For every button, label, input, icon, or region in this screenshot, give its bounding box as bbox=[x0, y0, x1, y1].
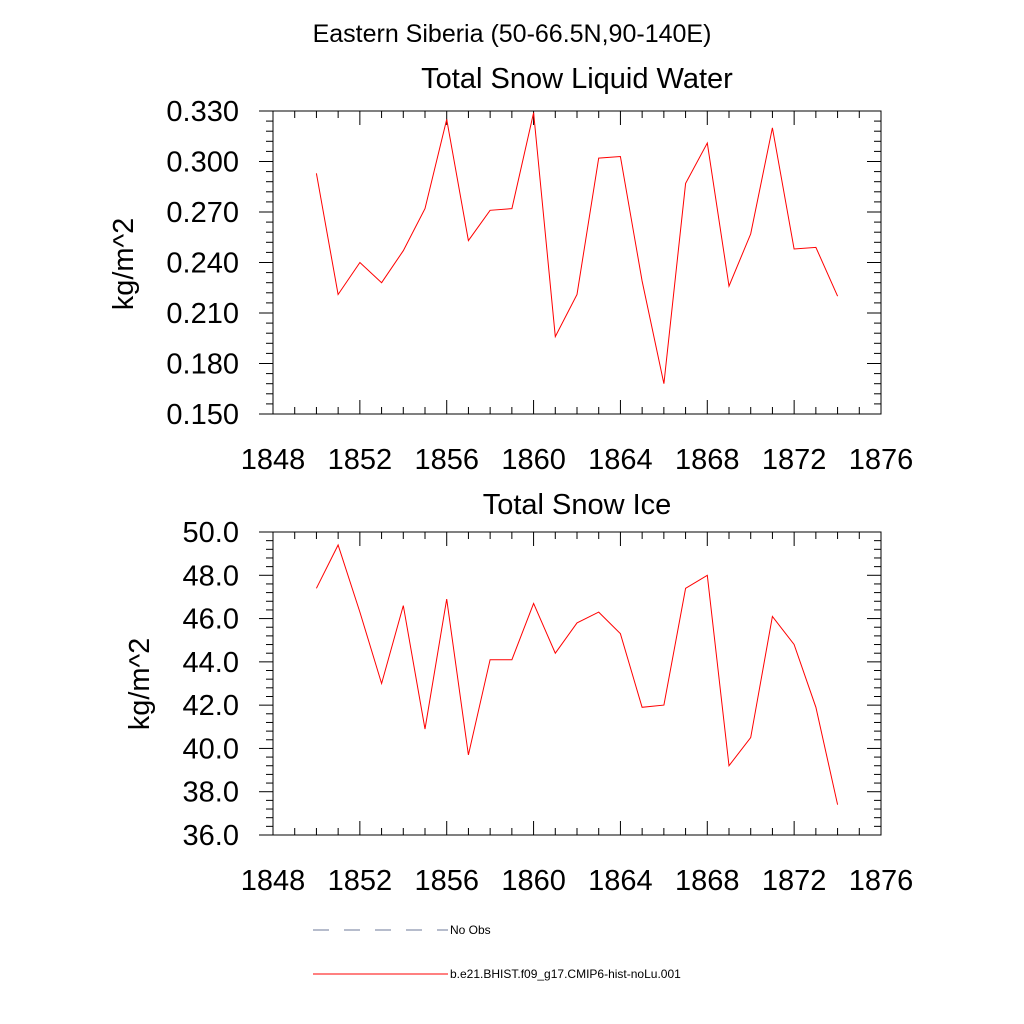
snow-ice-series-line bbox=[315, 543, 839, 805]
snow-liquid-water-series bbox=[315, 112, 839, 384]
figure-title: Eastern Siberia (50-66.5N,90-140E) bbox=[313, 20, 712, 48]
snow-ice-y-tick-label: 50.0 bbox=[183, 517, 239, 549]
snow-ice-y-tick-label: 48.0 bbox=[183, 560, 239, 592]
snow-liquid-water-y-tick-label: 0.150 bbox=[166, 399, 239, 431]
snow-liquid-water-y-tick-label: 0.240 bbox=[166, 248, 239, 280]
snow-ice-y-tick-label: 40.0 bbox=[183, 733, 239, 765]
snow-ice-x-tick-label: 1876 bbox=[849, 865, 914, 897]
legend-no-obs-label: No Obs bbox=[450, 923, 491, 937]
snow-ice-y-tick-label: 44.0 bbox=[183, 647, 239, 679]
snow-liquid-water-plot-frame bbox=[272, 110, 882, 415]
snow-ice-x-tick-label: 1852 bbox=[328, 865, 393, 897]
snow-ice-series bbox=[315, 543, 839, 805]
snow-liquid-water-y-tick-label: 0.180 bbox=[166, 349, 239, 381]
snow-liquid-water-x-tick-label: 1852 bbox=[328, 444, 393, 476]
snow-ice-x-tick-label: 1864 bbox=[588, 865, 653, 897]
snow-ice-title: Total Snow Ice bbox=[483, 489, 672, 521]
snow-liquid-water-series-line bbox=[315, 112, 839, 384]
snow-ice-y-tick-label: 36.0 bbox=[183, 820, 239, 852]
snow-liquid-water-y-axis-label: kg/m^2 bbox=[108, 218, 140, 311]
snow-ice-plot-frame bbox=[272, 531, 882, 836]
snow-liquid-water-ticks: 1848 1852 1856 1860 1864 1868 1872 1876 0.150 0.1… bbox=[166, 96, 913, 476]
snow-liquid-water-x-tick-label: 1856 bbox=[414, 444, 479, 476]
snow-ice-panel: Total Snow Ice kg/m^2 1848 1852 1856 1860 18… bbox=[124, 489, 913, 897]
snow-liquid-water-x-tick-label: 1848 bbox=[241, 444, 306, 476]
snow-liquid-water-x-tick-label: 1868 bbox=[675, 444, 740, 476]
snow-liquid-water-title: Total Snow Liquid Water bbox=[421, 63, 733, 95]
snow-liquid-water-x-tick-label: 1876 bbox=[849, 444, 914, 476]
snow-liquid-water-panel: Total Snow Liquid Water kg/m^2 1848 1852 1… bbox=[108, 63, 913, 476]
snow-ice-x-tick-label: 1856 bbox=[414, 865, 479, 897]
snow-ice-x-tick-label: 1868 bbox=[675, 865, 740, 897]
snow-liquid-water-y-tick-label: 0.210 bbox=[166, 298, 239, 330]
snow-liquid-water-x-tick-label: 1872 bbox=[762, 444, 827, 476]
snow-liquid-water-y-tick-label: 0.300 bbox=[166, 147, 239, 179]
snow-ice-y-tick-label: 46.0 bbox=[183, 604, 239, 636]
snow-ice-y-axis-label: kg/m^2 bbox=[124, 638, 156, 731]
snow-ice-y-tick-label: 42.0 bbox=[183, 690, 239, 722]
snow-ice-ticks: 1848 1852 1856 1860 1864 1868 1872 1876 36.0 38.0… bbox=[183, 517, 914, 897]
snow-liquid-water-x-tick-label: 1864 bbox=[588, 444, 653, 476]
snow-ice-y-tick-label: 38.0 bbox=[183, 777, 239, 809]
snow-liquid-water-y-tick-label: 0.330 bbox=[166, 96, 239, 128]
snow-ice-x-tick-label: 1848 bbox=[241, 865, 306, 897]
snow-liquid-water-y-tick-label: 0.270 bbox=[166, 197, 239, 229]
snow-ice-x-tick-label: 1860 bbox=[501, 865, 566, 897]
legend: No Obs b.e21.BHIST.f09_g17.CMIP6-hist-no… bbox=[313, 923, 681, 981]
legend-model-run-label: b.e21.BHIST.f09_g17.CMIP6-hist-noLu.001 bbox=[450, 967, 681, 981]
snow-ice-x-tick-label: 1872 bbox=[762, 865, 827, 897]
snow-liquid-water-x-tick-label: 1860 bbox=[501, 444, 566, 476]
